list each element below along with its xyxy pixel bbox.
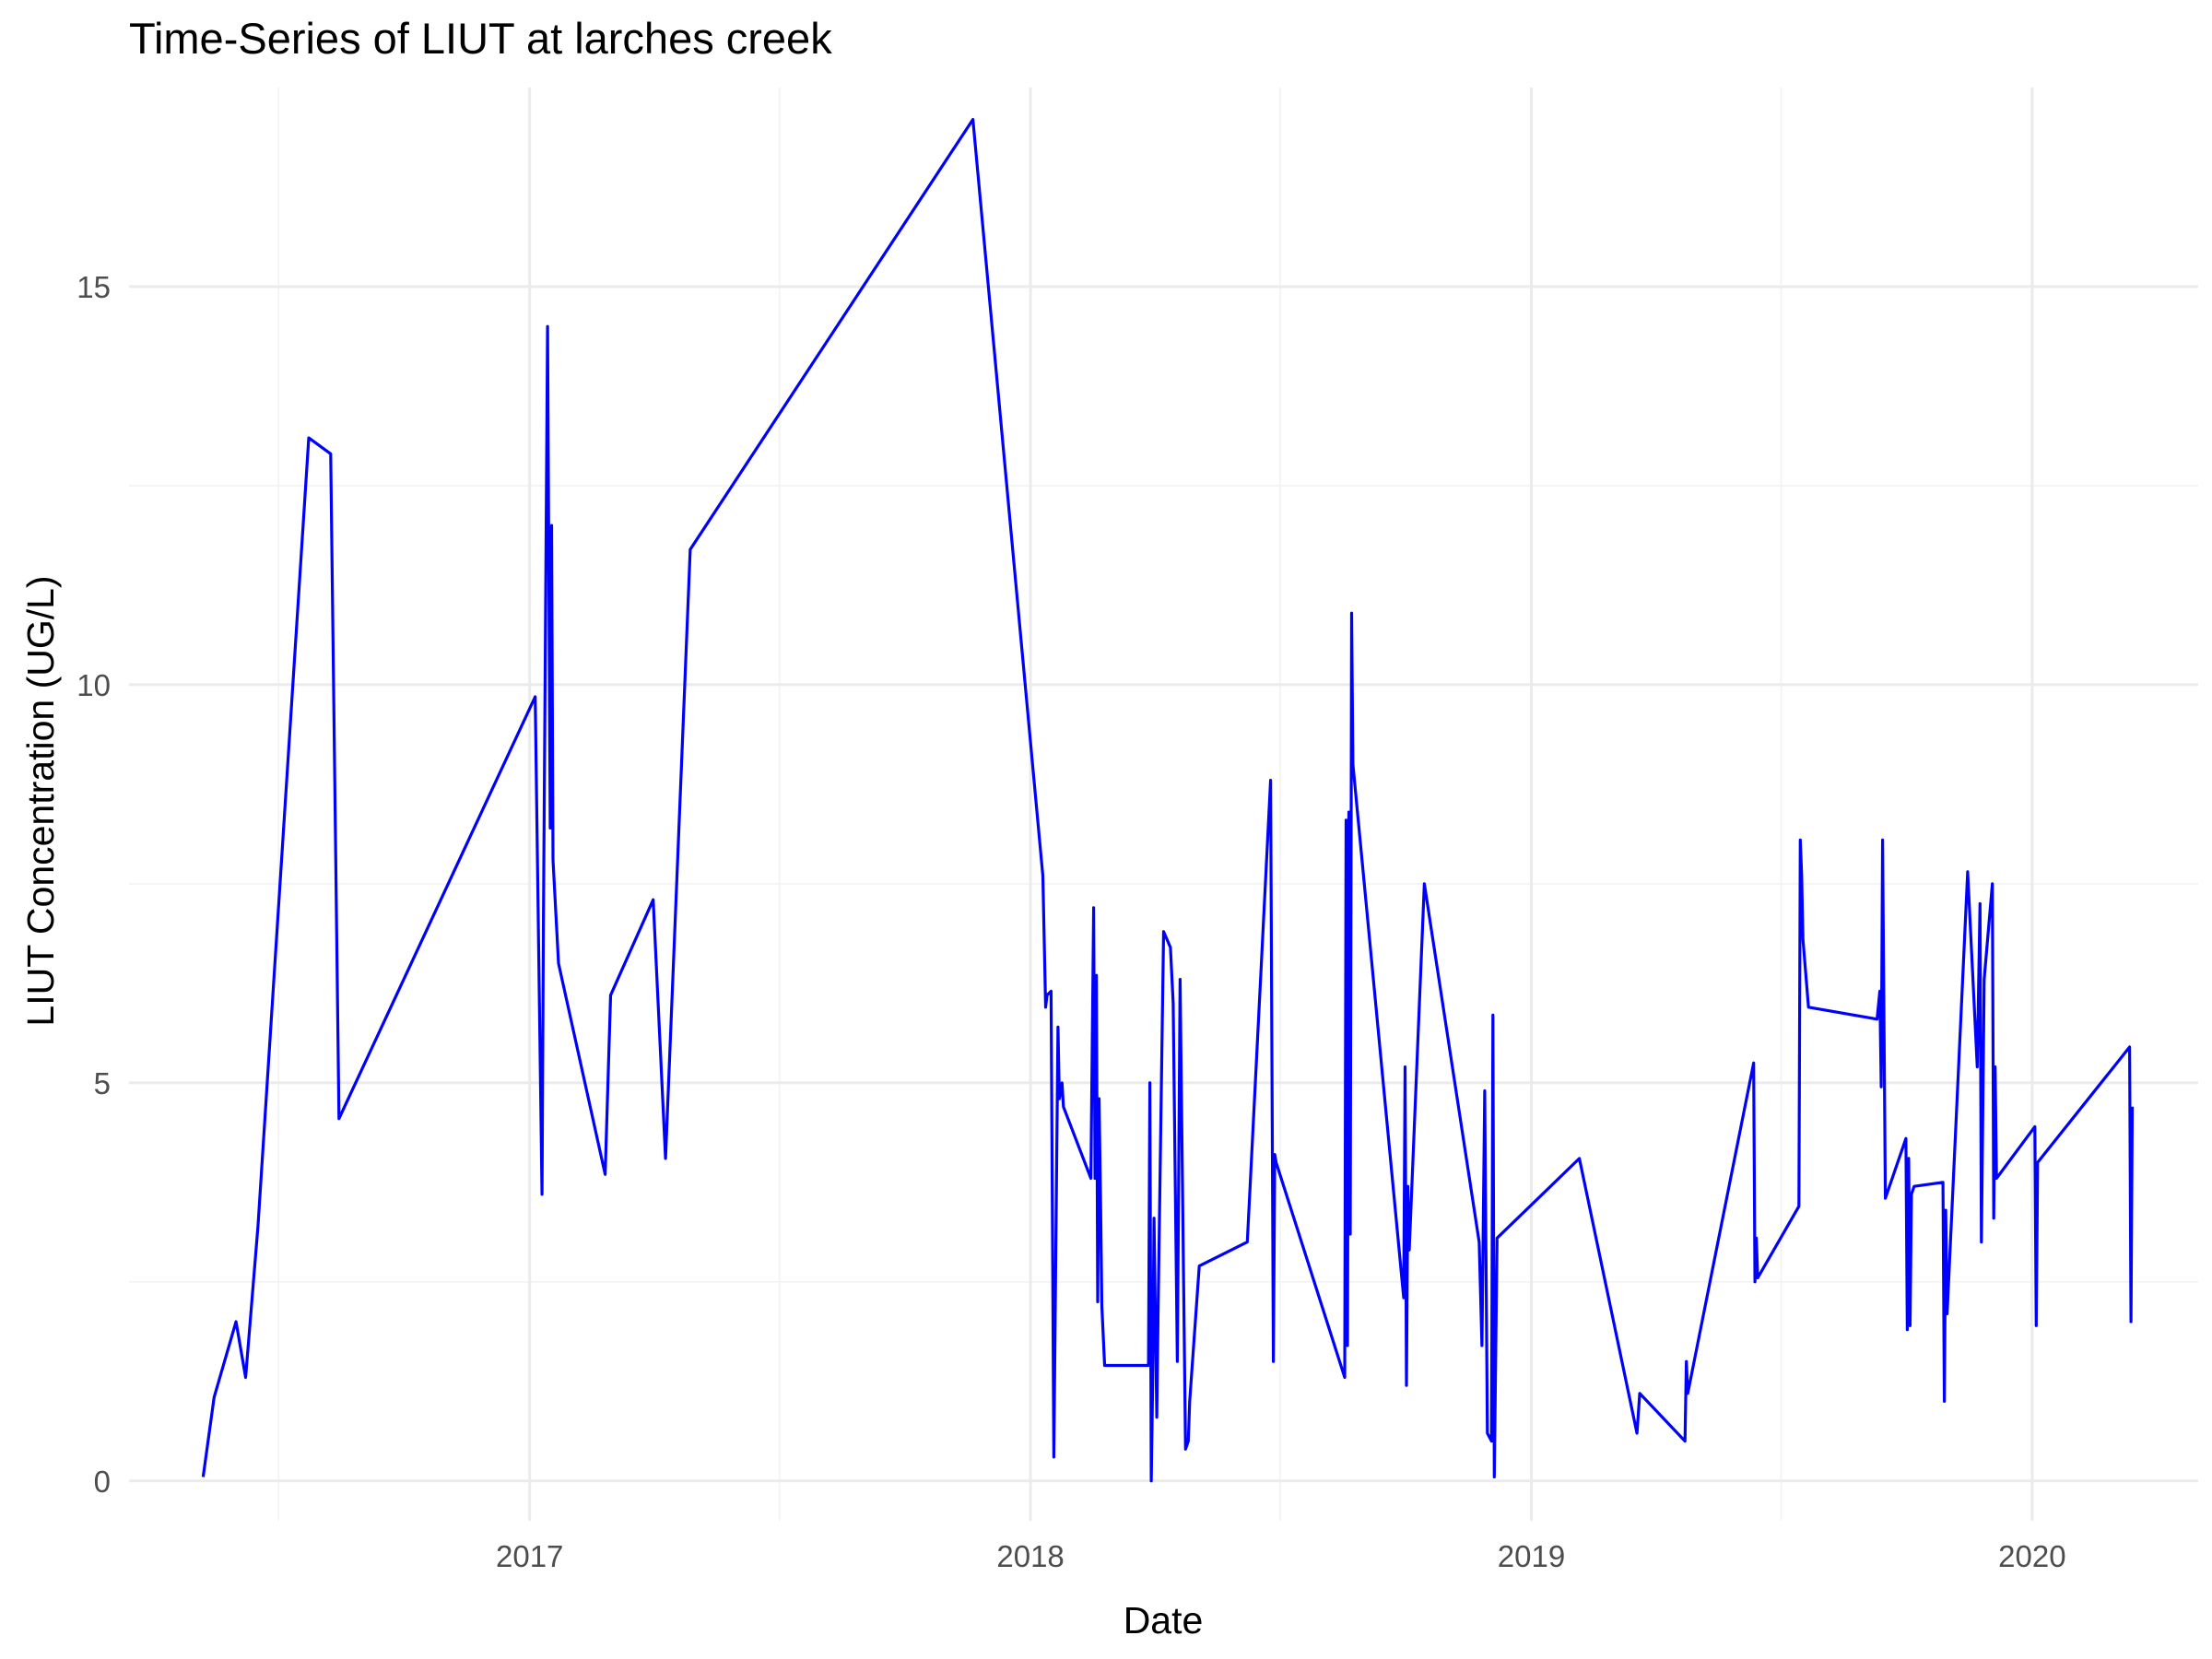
grid-lines xyxy=(129,88,2198,1521)
series-line xyxy=(201,118,2135,1483)
x-tick-label: 2018 xyxy=(996,1539,1064,1573)
x-axis-label: Date xyxy=(1124,1599,1204,1641)
series-group xyxy=(201,118,2135,1483)
y-axis-ticks: 0 5 10 15 xyxy=(76,270,111,1499)
x-tick-label: 2019 xyxy=(1498,1539,1565,1573)
y-tick-label: 5 xyxy=(94,1066,111,1100)
y-tick-label: 0 xyxy=(94,1465,111,1499)
x-tick-label: 2017 xyxy=(496,1539,563,1573)
x-axis-ticks: 2017 2018 2019 2020 xyxy=(496,1539,2066,1573)
y-tick-label: 10 xyxy=(76,668,111,702)
y-tick-label: 15 xyxy=(76,270,111,304)
x-tick-label: 2020 xyxy=(1998,1539,2065,1573)
chart-title: Time-Series of LIUT at larches creek xyxy=(129,14,832,63)
y-axis-label: LIUT Concentration (UG/L) xyxy=(19,575,62,1026)
